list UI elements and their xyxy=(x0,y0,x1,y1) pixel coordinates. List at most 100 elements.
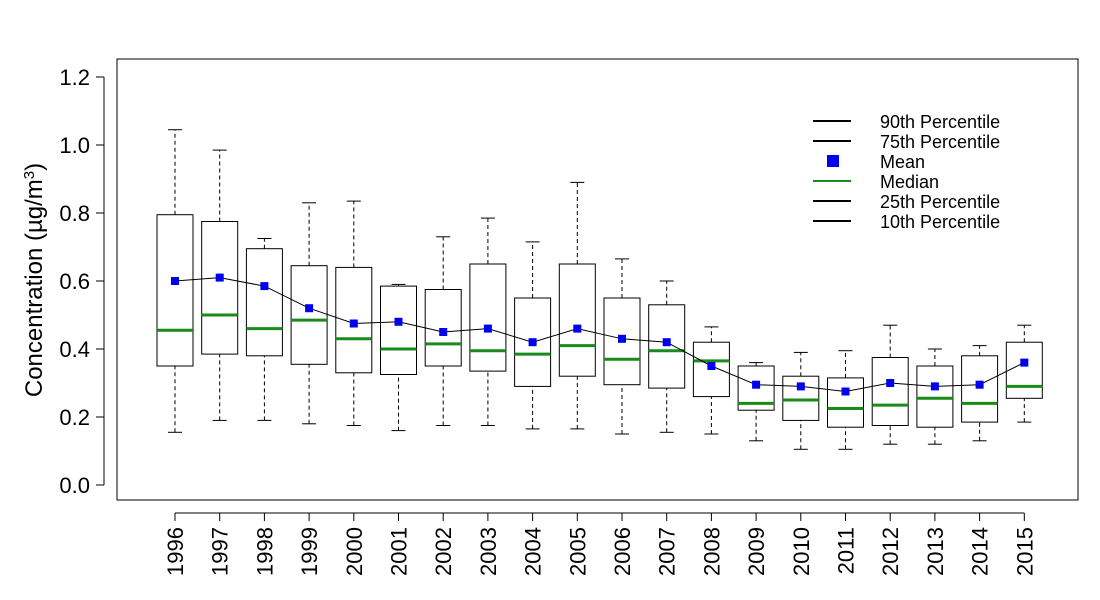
mean-marker xyxy=(349,319,358,328)
x-tick-label: 2014 xyxy=(968,527,993,576)
mean-marker xyxy=(841,387,850,396)
y-axis: 0.0 0.2 0.4 0.6 0.8 1.0 1.2 xyxy=(59,65,105,498)
x-tick-label: 2003 xyxy=(476,527,501,576)
x-tick-label: 1998 xyxy=(252,527,277,576)
mean-marker xyxy=(171,277,179,285)
x-tick-label: 2004 xyxy=(521,527,546,576)
box-2012 xyxy=(871,324,909,445)
box-2010 xyxy=(782,351,820,450)
legend-item: 25th Percentile xyxy=(813,192,1000,212)
mean-marker xyxy=(752,380,761,389)
box-1998 xyxy=(245,238,283,421)
mean-marker xyxy=(483,324,492,333)
iqr-box xyxy=(335,266,373,374)
x-tick-label: 2005 xyxy=(565,527,590,576)
y-tick-label: 1.2 xyxy=(59,65,90,90)
iqr-box xyxy=(1005,341,1043,399)
y-axis-label-close: ) xyxy=(21,163,48,171)
iqr-box xyxy=(424,289,462,367)
box-2003 xyxy=(469,217,507,426)
box-1996 xyxy=(156,129,194,433)
x-tick-label: 1996 xyxy=(163,527,188,576)
mean-marker xyxy=(528,338,537,347)
iqr-box xyxy=(782,375,820,421)
x-tick-label: 2015 xyxy=(1012,527,1037,576)
x-tick-label: 2010 xyxy=(789,527,814,576)
x-tick-label: 2013 xyxy=(923,527,948,576)
legend-item: 75th Percentile xyxy=(813,132,1000,152)
y-tick-label: 1.0 xyxy=(59,133,90,158)
iqr-box xyxy=(290,265,328,365)
x-tick-label: 2012 xyxy=(878,527,903,576)
mean-layer xyxy=(171,273,1029,396)
y-axis-label-text: Concentration (µg/m xyxy=(21,179,48,397)
x-tick-label: 2011 xyxy=(834,527,859,574)
iqr-box xyxy=(469,263,507,372)
mean-marker xyxy=(215,273,224,282)
box-2014 xyxy=(961,345,999,442)
box-2000 xyxy=(335,200,373,426)
legend-item: Mean xyxy=(827,152,925,172)
box-2009 xyxy=(737,362,775,442)
mean-marker xyxy=(662,338,671,347)
mean-marker xyxy=(394,317,403,326)
y-axis-label: Concentration (µg/m3) xyxy=(21,163,49,397)
y-tick-label: 0.2 xyxy=(59,405,90,430)
box-2002 xyxy=(424,236,462,426)
legend-item: 10th Percentile xyxy=(813,212,1000,232)
legend-label: 10th Percentile xyxy=(880,212,1000,232)
x-tick-label: 1997 xyxy=(208,527,233,576)
x-axis: 1996 1997 1998 1999 2000 2001 2002 2003 2004 2005… xyxy=(163,512,1037,576)
box-2013 xyxy=(916,348,954,445)
iqr-box xyxy=(156,214,194,367)
legend-label: Mean xyxy=(880,152,925,172)
legend-label: 90th Percentile xyxy=(880,112,1000,132)
legend-mean-swatch xyxy=(827,155,839,167)
iqr-box xyxy=(961,355,999,423)
plot-frame xyxy=(116,58,1079,501)
iqr-box xyxy=(558,263,596,377)
iqr-box xyxy=(871,357,909,426)
iqr-box xyxy=(245,248,283,357)
mean-marker xyxy=(439,328,448,336)
mean-marker xyxy=(930,382,939,391)
legend-item: Median xyxy=(813,172,939,192)
boxes-layer xyxy=(156,129,1043,450)
x-tick-label: 2009 xyxy=(744,527,769,576)
box-1999 xyxy=(290,202,328,425)
box-2004 xyxy=(514,241,552,430)
mean-line xyxy=(174,277,1025,393)
mean-marker xyxy=(886,379,895,387)
iqr-box xyxy=(514,297,552,387)
iqr-box xyxy=(648,304,686,389)
mean-marker xyxy=(975,380,984,389)
x-tick-label: 2008 xyxy=(699,527,724,576)
mean-marker xyxy=(260,282,269,291)
mean-marker xyxy=(573,324,582,333)
legend-label: 25th Percentile xyxy=(880,192,1000,212)
box-2007 xyxy=(648,280,686,433)
box-2015 xyxy=(1005,324,1043,423)
legend-label: Median xyxy=(880,172,939,192)
iqr-box xyxy=(380,285,417,376)
mean-marker xyxy=(618,334,626,343)
iqr-box xyxy=(603,297,641,386)
x-tick-label: 2002 xyxy=(431,527,456,576)
x-tick-label: 2007 xyxy=(655,527,680,576)
iqr-box xyxy=(201,221,239,355)
legend-label: 75th Percentile xyxy=(880,132,1000,152)
mean-marker xyxy=(796,382,805,391)
y-tick-label: 0.4 xyxy=(59,337,90,362)
box-1997 xyxy=(201,149,239,421)
y-axis-label-superscript: 3 xyxy=(21,171,38,179)
box-2011 xyxy=(827,350,864,450)
legend-item: 90th Percentile xyxy=(813,112,1000,132)
y-tick-label: 0.6 xyxy=(59,269,90,294)
x-tick-label: 2000 xyxy=(342,527,367,576)
box-2001 xyxy=(380,283,417,432)
y-tick-label: 0.0 xyxy=(59,473,90,498)
iqr-box xyxy=(737,365,775,411)
x-tick-label: 1999 xyxy=(297,527,322,576)
